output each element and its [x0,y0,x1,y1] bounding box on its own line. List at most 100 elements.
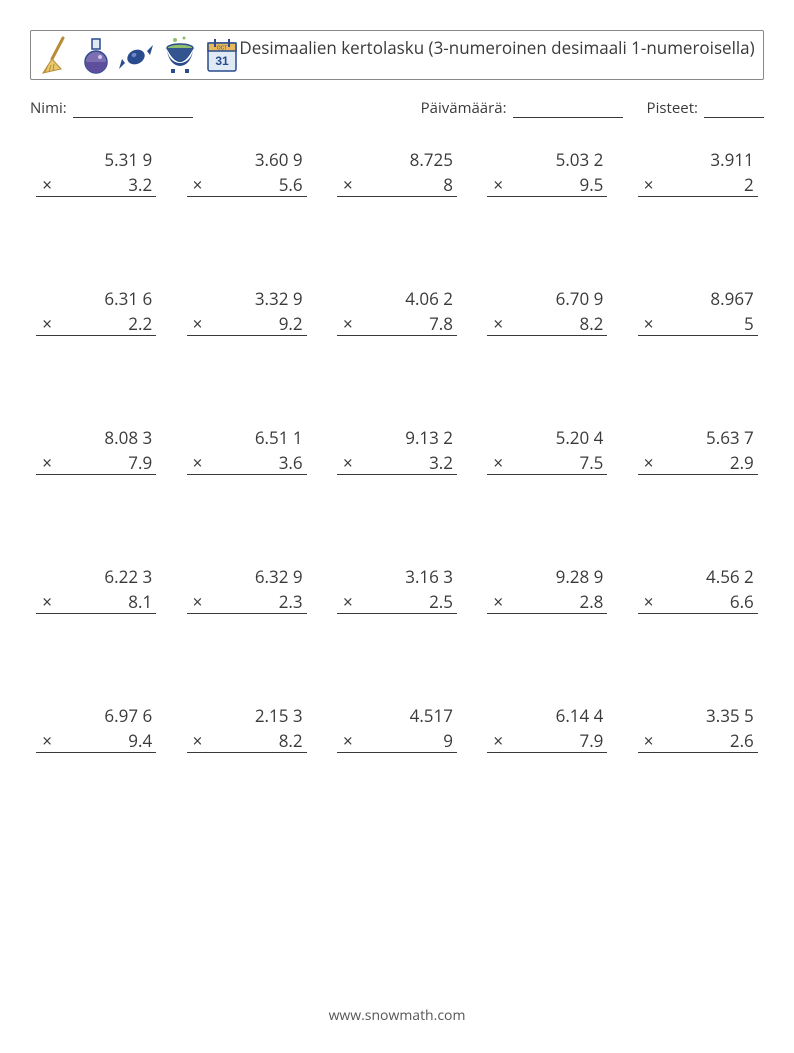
multiplicand: 6.14 4 [487,704,607,727]
multiplicand: 5.63 7 [638,426,758,449]
score-label: Pisteet: [647,98,698,118]
broom-icon [39,35,75,75]
score-blank[interactable] [704,103,764,118]
problem: 3.32 9×9.2 [187,287,307,336]
multiplier: 7.8 [429,312,453,335]
problem: 6.32 9×2.3 [187,565,307,614]
multiplicand: 6.97 6 [36,704,156,727]
multiply-sign: × [491,312,503,335]
multiply-sign: × [191,590,203,613]
multiplier: 7.9 [128,451,152,474]
multiply-sign: × [40,451,52,474]
multiply-sign: × [40,312,52,335]
multiplier-row: × 2.2 [36,312,156,336]
multiply-sign: × [341,451,353,474]
multiplier: 7.9 [579,729,603,752]
multiply-sign: × [341,312,353,335]
multiplier-row: ×7.5 [487,451,607,475]
multiply-sign: × [191,729,203,752]
multiplier-row: × 5.6 [187,173,307,197]
multiplicand: 8.08 3 [36,426,156,449]
cauldron-icon [161,35,199,75]
name-field: Nimi: [30,98,421,118]
problem: 6.70 9×8.2 [487,287,607,336]
problem: 8.967×5 [638,287,758,336]
score-field: Pisteet: [647,98,764,118]
multiplier: 9.5 [579,173,603,196]
multiplier-row: × 7.9 [487,729,607,753]
multiplicand: 3.32 9 [187,287,307,310]
header-box: 31 OCT Desimaalien kertolasku (3-numeroi… [30,30,764,80]
multiplicand: 6.22 3 [36,565,156,588]
problem: 9.28 9× 2.8 [487,565,607,614]
multiply-sign: × [40,173,52,196]
multiplicand: 4.517 [337,704,457,727]
multiplicand: 8.725 [337,148,457,171]
multiplier-row: ×8 [337,173,457,197]
multiplier-row: × 9.5 [487,173,607,197]
multiplier: 3.2 [128,173,152,196]
multiply-sign: × [191,173,203,196]
problem-grid: 5.31 9×3.23.60 9×5.68.725×85.03 2×9.53.9… [30,148,764,753]
multiplier: 5 [744,312,754,335]
multiplicand: 5.03 2 [487,148,607,171]
svg-text:31: 31 [215,54,229,68]
problem: 5.63 7×2.9 [638,426,758,475]
multiplicand: 3.60 9 [187,148,307,171]
multiplier: 2.3 [279,590,303,613]
multiplier: 5.6 [279,173,303,196]
multiplier-row: × 2.8 [487,590,607,614]
multiplicand: 5.31 9 [36,148,156,171]
candy-icon [117,35,155,75]
problem: 9.13 2×3.2 [337,426,457,475]
problem: 5.03 2× 9.5 [487,148,607,197]
multiplicand: 2.15 3 [187,704,307,727]
name-blank[interactable] [73,103,193,118]
multiply-sign: × [341,173,353,196]
date-blank[interactable] [513,103,623,118]
multiplier-row: × 3.2 [337,451,457,475]
multiply-sign: × [191,451,203,474]
multiplier: 9 [443,729,453,752]
multiply-sign: × [341,590,353,613]
multiply-sign: × [491,173,503,196]
meta-row: Nimi: Päivämäärä: Pisteet: [30,98,764,118]
multiplier: 8 [443,173,453,196]
multiplier-row: × 3.6 [187,451,307,475]
multiplier: 8.2 [279,729,303,752]
multiplicand: 9.28 9 [487,565,607,588]
problem: 4.517×9 [337,704,457,753]
multiplier: 7.5 [579,451,603,474]
multiplier-row: ×9 [337,729,457,753]
multiplier-row: ×8.1 [36,590,156,614]
multiplier-row: ×9.2 [187,312,307,336]
multiplier: 2 [744,173,754,196]
date-field: Päivämäärä: [421,98,623,118]
multiplier-row: ×9.4 [36,729,156,753]
multiply-sign: × [491,590,503,613]
multiplier: 3.6 [279,451,303,474]
multiplier: 6.6 [730,590,754,613]
multiplier: 2.8 [579,590,603,613]
problem: 3.35 5×2.6 [638,704,758,753]
problem: 4.56 2×6.6 [638,565,758,614]
multiplier-row: ×5 [638,312,758,336]
multiplier: 2.6 [730,729,754,752]
multiplier-row: × 7.9 [36,451,156,475]
multiplicand: 6.31 6 [36,287,156,310]
multiplicand: 8.967 [638,287,758,310]
footer-url: www.snowmath.com [0,1006,794,1025]
problem: 2.15 3× 8.2 [187,704,307,753]
problem: 3.16 3×2.5 [337,565,457,614]
multiplier: 3.2 [429,451,453,474]
multiply-sign: × [491,729,503,752]
multiplicand: 5.20 4 [487,426,607,449]
multiplier: 2.2 [128,312,152,335]
multiply-sign: × [642,312,654,335]
svg-text:OCT: OCT [217,46,228,52]
multiply-sign: × [642,173,654,196]
multiplier-row: ×2.5 [337,590,457,614]
problem: 8.08 3× 7.9 [36,426,156,475]
multiplier-row: ×2.6 [638,729,758,753]
multiply-sign: × [40,590,52,613]
